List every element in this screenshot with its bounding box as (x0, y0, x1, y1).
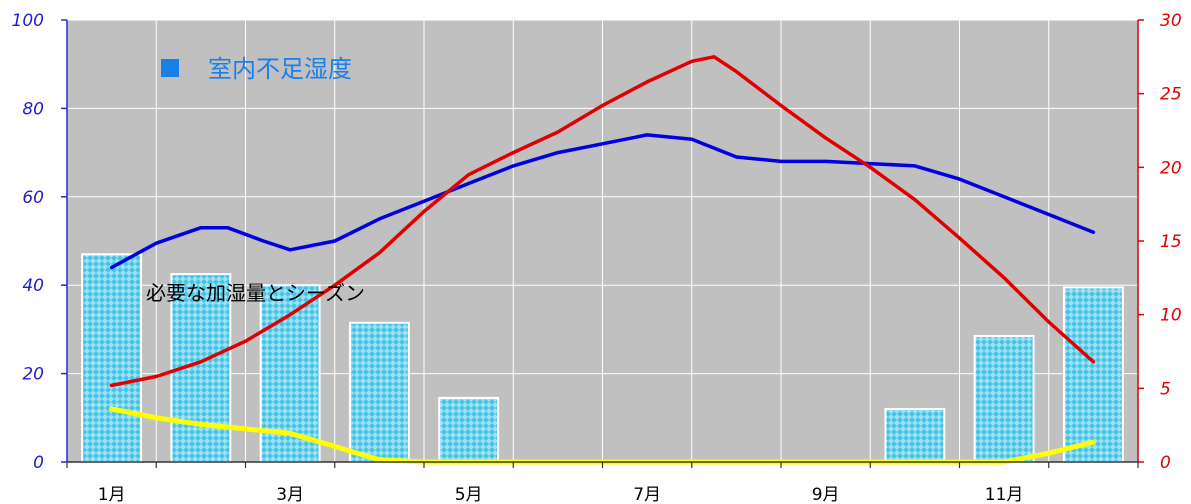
red-line (109, 55, 1096, 388)
left-axis-ticks: 0 20 40 60 80 100 (12, 11, 67, 473)
right-tick-label: 0 (1160, 453, 1171, 473)
right-axis-ticks: 0 5 10 15 20 25 30 (1138, 11, 1182, 473)
bar-4月 (348, 321, 410, 463)
right-tick-label: 15 (1160, 232, 1182, 252)
right-tick-label: 20 (1160, 158, 1182, 178)
x-axis-ticks: 1月 3月 5月 7月 9月 11月 (66, 462, 1139, 504)
bar-5月 (438, 396, 500, 463)
blue-line (109, 133, 1096, 270)
x-tick-label: 3月 (276, 485, 304, 504)
left-tick-label: 80 (22, 99, 44, 119)
bar-12月 (1062, 286, 1124, 463)
bar-10月 (884, 407, 946, 463)
legend-swatch (161, 59, 179, 77)
bar-1月 (81, 253, 143, 463)
x-tick-label: 5月 (455, 485, 483, 504)
x-tick-label: 11月 (985, 485, 1024, 504)
gridlines (67, 19, 1138, 462)
left-tick-label: 20 (22, 365, 44, 385)
annotation-label: 必要な加湿量とシーズン (146, 281, 365, 305)
x-tick-label: 9月 (812, 485, 840, 504)
right-tick-label: 10 (1160, 306, 1182, 326)
left-tick-label: 40 (22, 276, 44, 296)
bar-11月 (973, 335, 1035, 463)
left-tick-label: 100 (12, 11, 44, 31)
right-tick-label: 30 (1160, 11, 1182, 31)
left-tick-label: 60 (22, 188, 44, 208)
left-tick-label: 0 (33, 453, 44, 473)
legend-label: 室内不足湿度 (208, 55, 352, 83)
legend: 室内不足湿度 (161, 55, 352, 83)
x-tick-label: 7月 (633, 485, 661, 504)
right-tick-label: 25 (1160, 85, 1182, 105)
right-tick-label: 5 (1160, 379, 1171, 399)
x-tick-label: 1月 (98, 485, 126, 504)
